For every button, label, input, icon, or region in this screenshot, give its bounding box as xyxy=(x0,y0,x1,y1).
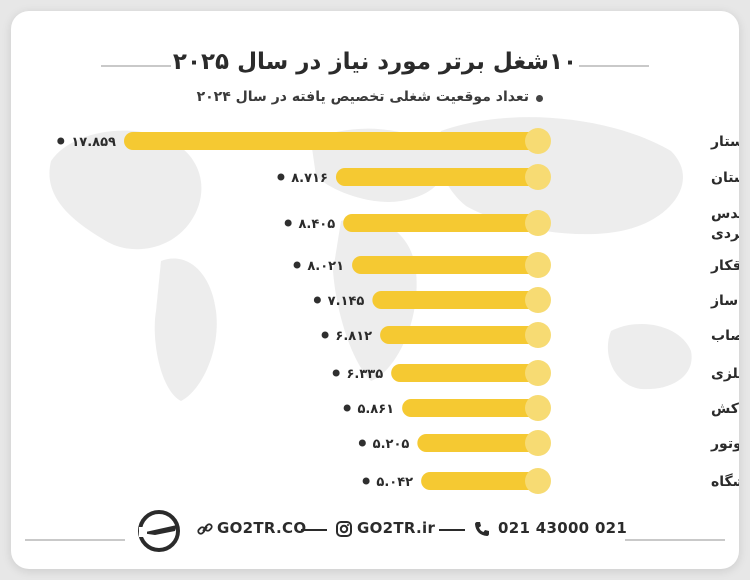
footer-rule-left xyxy=(25,539,125,541)
bar-group: ۵.۰۴۲ استاد و مدرس دانشگاه xyxy=(362,468,739,494)
bar-end-cap xyxy=(525,468,551,494)
value-dot xyxy=(362,477,370,485)
category-label-line: استاد و مدرس دانشگاه xyxy=(711,473,739,490)
category-label-line: پرستار xyxy=(710,134,739,150)
bar xyxy=(402,399,538,417)
bar xyxy=(421,472,538,490)
category-label-line: برنامه های کاربردی xyxy=(711,226,739,242)
value-dot xyxy=(57,137,65,145)
bar-group: ۵.۲۰۵ مکانیک موتور xyxy=(358,430,739,456)
bar-group: ۸.۰۲۱ برقکار xyxy=(293,252,739,278)
value-label: ۷.۱۴۵ xyxy=(328,294,365,309)
bar-end-cap xyxy=(525,128,551,154)
category-label: برقکار xyxy=(710,258,739,274)
category-label: برنامه نویس و مهندس برنامه های کاربردی xyxy=(711,206,739,242)
value-label: ۶.۸۱۲ xyxy=(335,329,372,344)
bar-end-cap xyxy=(525,164,551,190)
infographic-card: ۱۰شغل برتر مورد نیاز در سال ۲۰۲۵ تعداد م… xyxy=(11,11,739,569)
phone-number[interactable]: 021 43000 021 xyxy=(498,519,628,537)
category-label: مدیر ساخت و ساز xyxy=(710,293,739,309)
category-label-line: برقکار xyxy=(710,258,739,274)
bar-end-cap xyxy=(525,287,551,313)
bar-end-cap xyxy=(525,210,551,236)
bar xyxy=(352,256,538,274)
phone-icon xyxy=(475,522,489,536)
bar xyxy=(335,168,538,186)
value-dot xyxy=(343,404,351,412)
bar-group: ۸.۴۰۵ برنامه نویس و مهندس برنامه های کاربر… xyxy=(284,206,739,242)
category-label: پرستار xyxy=(710,134,739,150)
chart-title: ۱۰شغل برتر مورد نیاز در سال ۲۰۲۵ xyxy=(172,49,578,75)
title-rule-right xyxy=(579,65,649,67)
value-label: ۱۷.۸۵۹ xyxy=(71,135,116,150)
bar-end-cap xyxy=(525,252,551,278)
instagram-icon xyxy=(336,521,352,537)
category-label-line: مدیر ساخت و ساز xyxy=(710,293,739,309)
value-label: ۶.۳۳۵ xyxy=(346,367,383,382)
bar-end-cap xyxy=(525,360,551,386)
value-dot xyxy=(332,369,340,377)
instagram-link[interactable]: GO2TR.ir xyxy=(357,519,436,537)
category-label-line: معلم دبیرستان xyxy=(711,170,739,186)
value-dot xyxy=(313,296,321,304)
category-label-line: نجار و نصاب xyxy=(711,328,739,344)
value-label: ۵.۸۶۱ xyxy=(357,402,394,417)
bar xyxy=(372,291,538,309)
bar xyxy=(343,214,538,232)
value-dot xyxy=(284,219,292,227)
bar xyxy=(417,434,538,452)
bar-group: ۱۷.۸۵۹ پرستار xyxy=(57,128,739,154)
category-label: معلم دبیرستان xyxy=(711,170,739,186)
value-label: ۸.۴۰۵ xyxy=(298,217,335,232)
category-label-line: سازنده ماشین آلات فلزی xyxy=(711,364,739,382)
value-label: ۵.۲۰۵ xyxy=(373,437,410,452)
category-label-line: لوله کش xyxy=(711,401,739,417)
bar xyxy=(391,364,538,382)
logo-icon xyxy=(138,510,180,552)
bar-end-cap xyxy=(525,322,551,348)
bar xyxy=(380,326,538,344)
bar-end-cap xyxy=(525,430,551,456)
value-dot xyxy=(321,331,329,339)
website-link[interactable]: GO2TR.CO xyxy=(217,519,307,537)
title-rule-left xyxy=(101,65,171,67)
bar-group: ۸.۷۱۶ معلم دبیرستان xyxy=(277,164,739,190)
footer-separator xyxy=(439,529,465,531)
bar-group: ۶.۳۳۵ سازنده ماشین آلات فلزی xyxy=(332,360,739,386)
footer-rule-right xyxy=(625,539,725,541)
category-label: مکانیک موتور xyxy=(710,436,739,452)
category-label: استاد و مدرس دانشگاه xyxy=(711,473,739,490)
category-label: نجار و نصاب xyxy=(711,328,739,344)
link-icon xyxy=(197,523,213,535)
bar-group: ۶.۸۱۲ نجار و نصاب xyxy=(321,322,739,348)
value-dot xyxy=(358,439,366,447)
value-label: ۸.۷۱۶ xyxy=(291,171,328,186)
footer-separator xyxy=(301,529,327,531)
category-label-line: برنامه نویس و مهندس xyxy=(711,206,739,222)
bar-group: ۷.۱۴۵ مدیر ساخت و ساز xyxy=(313,287,739,313)
value-label: ۸.۰۲۱ xyxy=(307,259,344,274)
value-dot xyxy=(277,173,285,181)
subtitle-bullet-icon xyxy=(536,95,543,102)
value-dot xyxy=(293,261,301,269)
bar-chart: ۱۷.۸۵۹ پرستار ۸.۷۱۶ معلم دبیرستان ۸.۴۰۵ برنام… xyxy=(57,128,739,494)
value-label: ۵.۰۴۲ xyxy=(376,475,413,490)
category-label: سازنده ماشین آلات فلزی xyxy=(711,364,739,382)
category-label-line: مکانیک موتور xyxy=(710,436,739,452)
category-label: لوله کش xyxy=(711,401,739,417)
bar xyxy=(124,132,538,150)
bar-group: ۵.۸۶۱ لوله کش xyxy=(343,395,739,421)
chart-subtitle: تعداد موقعیت شغلی تخصیص یافته در سال ۲۰۲… xyxy=(196,89,529,105)
bar-end-cap xyxy=(525,395,551,421)
